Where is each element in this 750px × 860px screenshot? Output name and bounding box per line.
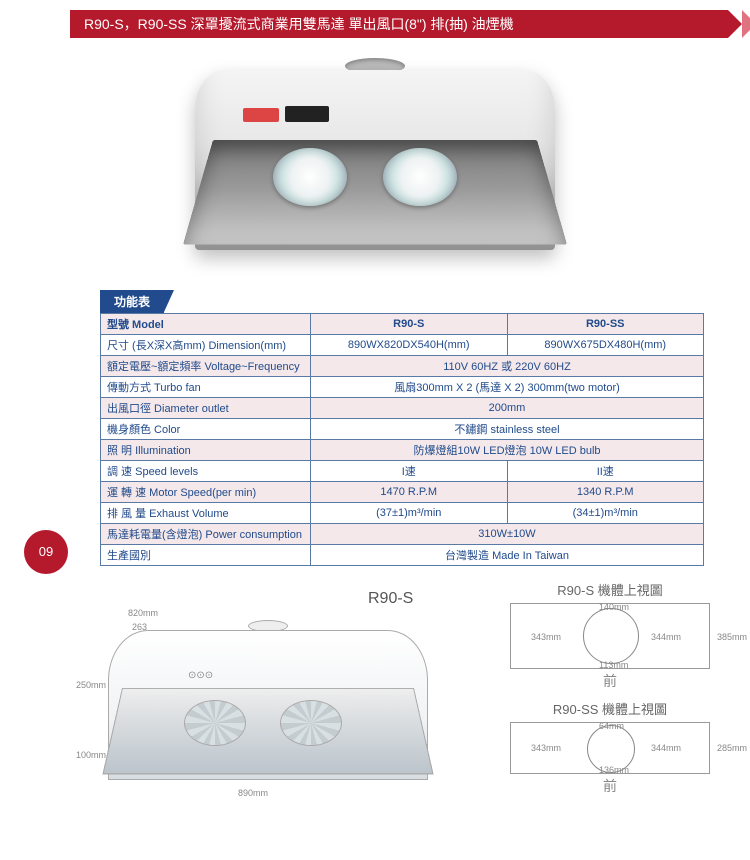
spec-label: 額定電壓~額定頻率 Voltage~Frequency bbox=[101, 356, 311, 377]
sv-inner bbox=[102, 688, 433, 774]
header-arrow-icon-2 bbox=[742, 10, 750, 38]
spec-value: 不鏽鋼 stainless steel bbox=[311, 419, 704, 440]
sv-fan-left bbox=[184, 700, 246, 746]
table-row: 排 風 量 Exhaust Volume(37±1)m³/min(34±1)m³… bbox=[101, 503, 704, 524]
dim-side-gap: 263 bbox=[132, 622, 147, 632]
tv2-dim-right: 344mm bbox=[651, 743, 681, 753]
spec-label: 型號 Model bbox=[101, 314, 311, 335]
spec-value: 110V 60HZ 或 220V 60HZ bbox=[311, 356, 704, 377]
page-number-badge: 09 bbox=[24, 530, 68, 574]
spec-label: 調 速 Speed levels bbox=[101, 461, 311, 482]
product-photo bbox=[155, 50, 595, 280]
brand-badge-red bbox=[243, 108, 279, 122]
tv1-dim-bottom: 113mm bbox=[599, 660, 628, 670]
spec-value: 1470 R.P.M bbox=[311, 482, 508, 503]
tv2-front-label: 前 bbox=[500, 776, 720, 796]
header-arrow-icon bbox=[728, 10, 742, 38]
tv2-dim-h: 285mm bbox=[717, 743, 747, 753]
tv2-dim-bottom: 136mm bbox=[599, 765, 629, 775]
spec-table: 型號 ModelR90-SR90-SS尺寸 (長X深X高mm) Dimensio… bbox=[100, 313, 704, 566]
spec-value: R90-SS bbox=[507, 314, 704, 335]
diagram-area: R90-S ⊙⊙⊙ 820mm 263 250mm 100mm 890mm R9… bbox=[88, 580, 720, 800]
table-row: 尺寸 (長X深X高mm) Dimension(mm)890WX820DX540H… bbox=[101, 335, 704, 356]
top-view-2: 343mm 344mm 64mm 136mm 285mm bbox=[510, 722, 710, 774]
spec-label: 尺寸 (長X深X高mm) Dimension(mm) bbox=[101, 335, 311, 356]
spec-value: R90-S bbox=[311, 314, 508, 335]
tv1-front-label: 前 bbox=[500, 671, 720, 691]
tv1-dim-left: 343mm bbox=[531, 632, 561, 642]
spec-value: 890WX675DX480H(mm) bbox=[507, 335, 704, 356]
spec-tab: 功能表 bbox=[100, 290, 164, 313]
fan-right bbox=[383, 148, 457, 206]
table-row: 調 速 Speed levelsI速II速 bbox=[101, 461, 704, 482]
table-row: 馬達耗電量(含燈泡) Power consumption310W±10W bbox=[101, 524, 704, 545]
table-row: 照 明 Illumination防爆燈組10W LED燈泡 10W LED bu… bbox=[101, 440, 704, 461]
table-row: 傳動方式 Turbo fan風扇300mm X 2 (馬達 X 2) 300mm… bbox=[101, 377, 704, 398]
spec-value: I速 bbox=[311, 461, 508, 482]
table-row: 運 轉 速 Motor Speed(per min)1470 R.P.M1340… bbox=[101, 482, 704, 503]
spec-value: 200mm bbox=[311, 398, 704, 419]
spec-value: 防爆燈組10W LED燈泡 10W LED bulb bbox=[311, 440, 704, 461]
table-row: 出風口徑 Diameter outlet200mm bbox=[101, 398, 704, 419]
spec-label: 排 風 量 Exhaust Volume bbox=[101, 503, 311, 524]
top-view-1-circle bbox=[583, 608, 639, 664]
spec-label: 傳動方式 Turbo fan bbox=[101, 377, 311, 398]
top-view-1: 343mm 344mm 140mm 113mm 385mm bbox=[510, 603, 710, 669]
fan-left bbox=[273, 148, 347, 206]
spec-label: 照 明 Illumination bbox=[101, 440, 311, 461]
spec-value: 風扇300mm X 2 (馬達 X 2) 300mm(two motor) bbox=[311, 377, 704, 398]
hood-inner bbox=[183, 140, 567, 245]
spec-value: 台灣製造 Made In Taiwan bbox=[311, 545, 704, 566]
spec-value: (34±1)m³/min bbox=[507, 503, 704, 524]
tv2-dim-left: 343mm bbox=[531, 743, 561, 753]
spec-value: 890WX820DX540H(mm) bbox=[311, 335, 508, 356]
sv-fan-right bbox=[280, 700, 342, 746]
spec-label: 生產國別 bbox=[101, 545, 311, 566]
header-title: R90-S，R90-SS 深罩擾流式商業用雙馬達 單出風口(8") 排(抽) 油… bbox=[84, 16, 514, 32]
spec-tab-label: 功能表 bbox=[114, 295, 150, 309]
spec-value: 1340 R.P.M bbox=[507, 482, 704, 503]
top-views: R90-S 機體上視圖 343mm 344mm 140mm 113mm 385m… bbox=[500, 580, 720, 804]
dim-base-width: 890mm bbox=[238, 788, 268, 798]
page-number: 09 bbox=[39, 544, 53, 559]
spec-label: 馬達耗電量(含燈泡) Power consumption bbox=[101, 524, 311, 545]
header-bar: R90-S，R90-SS 深罩擾流式商業用雙馬達 單出風口(8") 排(抽) 油… bbox=[70, 10, 728, 38]
tv1-dim-h: 385mm bbox=[717, 632, 747, 642]
spec-label: 機身顏色 Color bbox=[101, 419, 311, 440]
spec-value: II速 bbox=[507, 461, 704, 482]
tv2-dim-top: 64mm bbox=[599, 721, 624, 731]
dim-h-lower: 100mm bbox=[76, 750, 106, 760]
table-row: 型號 ModelR90-SR90-SS bbox=[101, 314, 704, 335]
side-view-label: R90-S bbox=[368, 590, 413, 608]
dim-h-upper: 250mm bbox=[76, 680, 106, 690]
top-view-1-title: R90-S 機體上視圖 bbox=[500, 580, 720, 599]
spec-area: 功能表 型號 ModelR90-SR90-SS尺寸 (長X深X高mm) Dime… bbox=[100, 290, 704, 566]
tv1-dim-right: 344mm bbox=[651, 632, 681, 642]
spec-label: 運 轉 速 Motor Speed(per min) bbox=[101, 482, 311, 503]
side-view-drawing: ⊙⊙⊙ 820mm 263 250mm 100mm 890mm bbox=[88, 610, 448, 800]
spec-label: 出風口徑 Diameter outlet bbox=[101, 398, 311, 419]
brand-badge-black bbox=[285, 106, 329, 122]
table-row: 生產國別台灣製造 Made In Taiwan bbox=[101, 545, 704, 566]
spec-value: 310W±10W bbox=[311, 524, 704, 545]
dim-top-width: 820mm bbox=[128, 608, 158, 618]
top-view-2-title: R90-SS 機體上視圖 bbox=[500, 699, 720, 718]
table-row: 額定電壓~額定頻率 Voltage~Frequency110V 60HZ 或 2… bbox=[101, 356, 704, 377]
table-row: 機身顏色 Color不鏽鋼 stainless steel bbox=[101, 419, 704, 440]
sv-knobs: ⊙⊙⊙ bbox=[188, 670, 213, 681]
spec-value: (37±1)m³/min bbox=[311, 503, 508, 524]
tv1-dim-top: 140mm bbox=[599, 602, 629, 612]
